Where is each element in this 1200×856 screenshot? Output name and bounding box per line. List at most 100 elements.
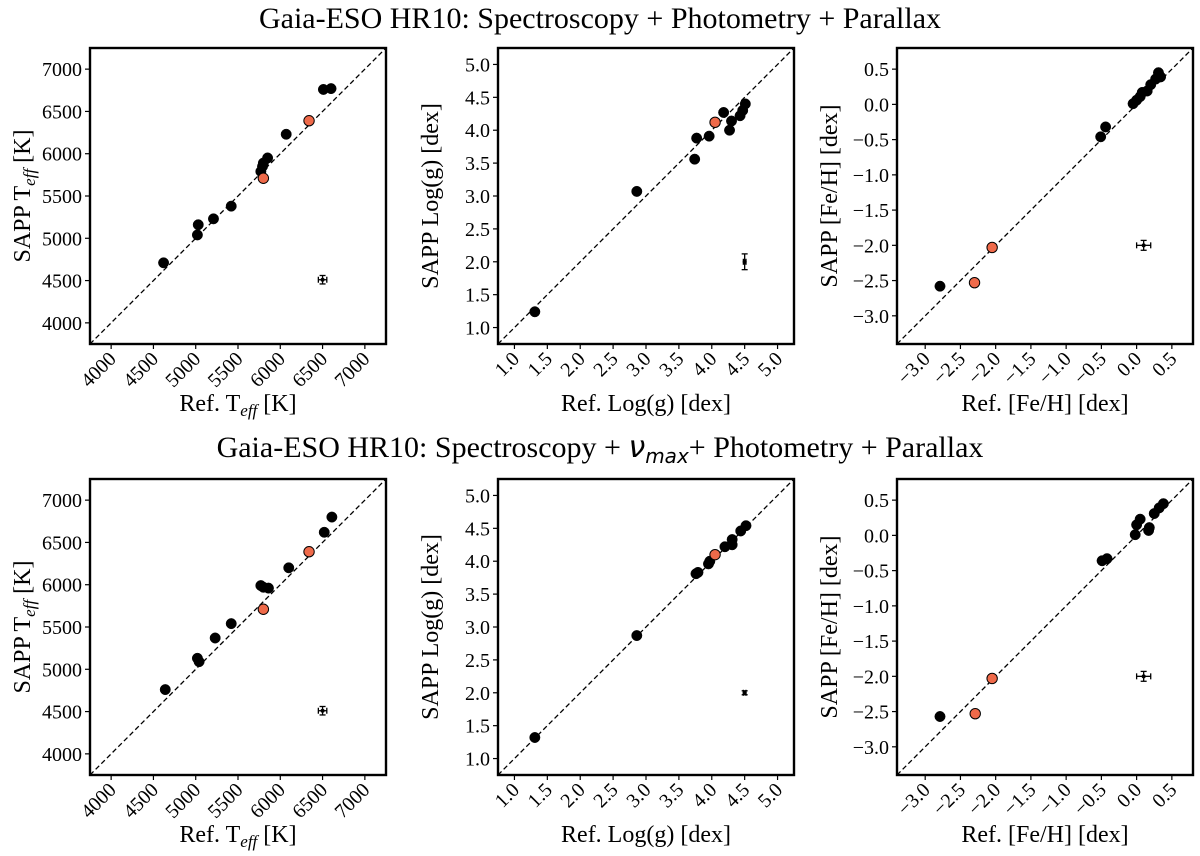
x-tick-label: 4.5 (721, 348, 754, 381)
x-tick-label: 3.5 (655, 348, 688, 381)
y-tick-label: 1.0 (465, 318, 490, 340)
one-to-one-line (90, 48, 386, 344)
panel-1: 4000450050005500600065007000400045005000… (10, 46, 388, 420)
data-point (225, 618, 237, 630)
highlight-point (303, 115, 315, 127)
x-tick-label: 4000 (77, 779, 121, 823)
x-axis-label-subscript: eff (240, 401, 259, 420)
plot-area (498, 479, 794, 775)
y-axis-label: SAPP Log(g) [dex] (418, 103, 444, 289)
data-point (159, 684, 171, 696)
error-bar-center (1141, 674, 1146, 679)
x-tick-label: 2.0 (557, 779, 590, 812)
x-tick-label: 4.0 (688, 348, 721, 381)
highlight-point (986, 241, 998, 254)
x-tick-label: 4.0 (688, 779, 721, 812)
y-tick-label: 2.5 (465, 219, 490, 241)
data-point (692, 566, 704, 578)
x-tick-label: 1.5 (524, 779, 557, 812)
x-axis-label: Ref. Teff [K] (179, 822, 296, 851)
x-tick-label: 1.5 (524, 348, 557, 381)
y-tick-label: −3.0 (853, 306, 889, 328)
x-tick-label: 7000 (331, 779, 375, 823)
x-axis-label-text: Ref. Log(g) [dex] (561, 391, 731, 417)
data-point (280, 128, 292, 140)
y-tick-label: −1.0 (853, 596, 889, 618)
x-tick-label: 3.0 (622, 779, 655, 812)
x-tick-label: −3.0 (894, 779, 935, 820)
data-point (691, 132, 703, 144)
x-tick-label: −2.5 (929, 779, 970, 820)
y-tick-label: 2.0 (465, 683, 490, 705)
x-tick-label: 6000 (246, 779, 290, 823)
panel-5: 1.0 1.5 2.0 2.5 3.0 3.5 4.0 4.5 5.01.01.52.02.53… (418, 477, 796, 848)
data-point (325, 83, 337, 95)
x-tick-label: 2.5 (589, 779, 622, 812)
y-tick-label: 4000 (42, 744, 82, 766)
data-point (739, 98, 751, 110)
y-tick-label: 5500 (42, 617, 82, 639)
data-point (326, 511, 338, 523)
y-tick-label: 2.0 (465, 252, 490, 274)
y-tick-label: −0.5 (853, 561, 889, 583)
y-axis-label: SAPP Log(g) [dex] (418, 534, 444, 720)
y-tick-label: 5.0 (465, 54, 490, 76)
y-tick-label: −1.0 (853, 165, 889, 187)
x-tick-label: 5500 (204, 779, 248, 823)
x-axis-label: Ref. Log(g) [dex] (561, 822, 731, 848)
y-tick-label: −3.0 (853, 737, 889, 759)
x-tick-label: 6500 (288, 779, 332, 823)
data-point (262, 152, 274, 164)
y-tick-label: 3.5 (465, 584, 490, 606)
error-bar (317, 705, 328, 716)
row-title-2-text-a: Gaia-ESO HR10: Spectroscopy + (216, 431, 629, 464)
y-axis-label: SAPP Teff [K] (10, 560, 39, 693)
row-title-2-nu-subscript: max (645, 444, 689, 468)
x-tick-label: −0.5 (1070, 779, 1111, 820)
data-point (1100, 121, 1112, 133)
highlight-point (257, 172, 270, 184)
plot-area (498, 48, 794, 344)
x-tick-label: −1.5 (999, 779, 1040, 820)
x-axis-label-rest: [K] (257, 822, 296, 848)
y-tick-label: 4000 (42, 313, 82, 335)
x-tick-label: −2.5 (929, 348, 970, 389)
x-tick-label: 6000 (246, 348, 290, 392)
y-axis-label: SAPP [Fe/H] [dex] (817, 104, 843, 287)
y-tick-label: 0.5 (864, 59, 889, 81)
x-tick-label: 3.5 (655, 779, 688, 812)
y-axis-label-rest: [K] (10, 560, 36, 599)
data-point (158, 257, 170, 269)
x-tick-label: 5000 (161, 779, 205, 823)
y-tick-label: 4.0 (465, 551, 490, 573)
y-axis-label-text: SAPP T (10, 185, 36, 262)
error-bar-center (742, 259, 747, 264)
plot-area (897, 479, 1193, 775)
x-axis-label-text: Ref. T (179, 822, 240, 848)
y-tick-label: −2.0 (853, 666, 889, 688)
highlight-point (968, 276, 981, 289)
y-tick-label: 5.0 (465, 485, 490, 507)
x-tick-label: −1.0 (1034, 348, 1075, 389)
error-bar (741, 253, 748, 271)
y-axis-label-text: SAPP Log(g) [dex] (418, 534, 444, 720)
y-tick-label: −1.5 (853, 200, 889, 222)
panel-6: −3.0−2.5−2.0−1.5−1.0−0.5 0.0 0.5−3.0−2.5−2… (817, 477, 1195, 848)
data-point (1095, 131, 1107, 143)
data-point (934, 711, 946, 722)
y-tick-label: 5000 (42, 228, 82, 250)
x-tick-label: 2.0 (557, 348, 590, 381)
x-tick-label: 7000 (331, 348, 375, 392)
panel-3: −3.0−2.5−2.0−1.5−1.0−0.5 0.0 0.5−3.0−2.5−2… (817, 46, 1195, 417)
x-tick-label: 4000 (77, 348, 121, 392)
x-tick-label: 0.5 (1148, 779, 1181, 812)
y-axis-label-text: SAPP [Fe/H] [dex] (817, 104, 843, 287)
plot-frame (895, 477, 1195, 777)
data-point (192, 219, 204, 231)
error-bar (1135, 670, 1152, 682)
data-point (193, 656, 205, 668)
y-tick-label: 1.0 (465, 749, 490, 771)
highlight-point (709, 116, 721, 129)
y-tick-label: −2.0 (853, 235, 889, 257)
